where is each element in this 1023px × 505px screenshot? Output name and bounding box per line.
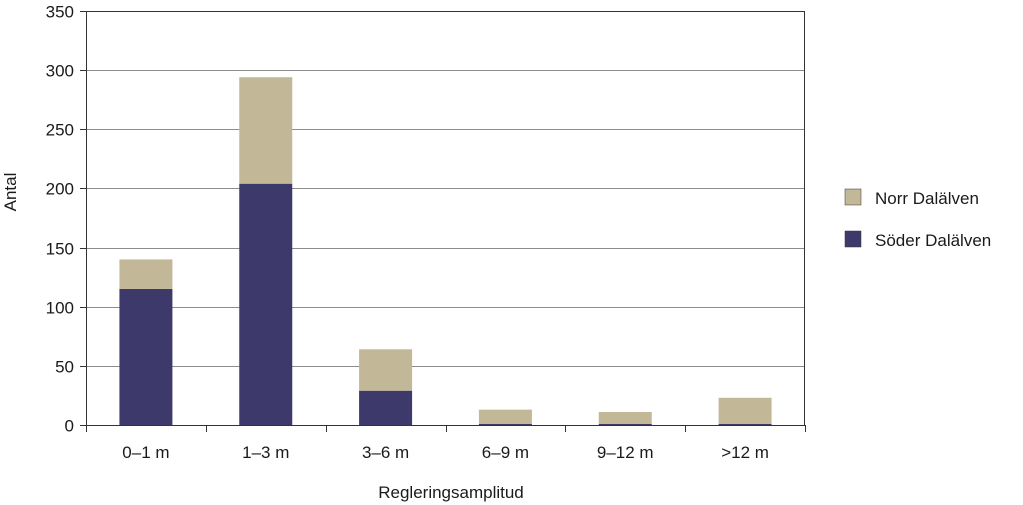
bar-norr-dal-lven [119,259,173,289]
x-tick-label: 1–3 m [242,443,289,462]
y-tick-label: 250 [46,121,74,140]
x-tick-label: 0–1 m [122,443,169,462]
bar-norr-dal-lven [718,397,772,424]
bar-norr-dal-lven [239,77,293,184]
bars [119,77,772,425]
bar-s-der-dal-lven [359,390,413,425]
x-tick-label: >12 m [721,443,769,462]
legend-swatch [844,188,862,206]
y-tick-label: 150 [46,240,74,259]
legend-swatch [844,230,862,248]
bar-s-der-dal-lven [239,183,293,425]
bar-norr-dal-lven [478,409,532,424]
bar-s-der-dal-lven [598,423,652,425]
bar-s-der-dal-lven [119,288,173,425]
bar-norr-dal-lven [598,411,652,424]
y-axis-title: Antal [1,173,20,212]
gridlines [86,11,805,367]
y-tick-labels: 0 50 100 150 200 250 300 350 [46,3,74,436]
y-tick-label: 350 [46,3,74,22]
axes [80,11,806,432]
legend-label: Söder Dalälven [875,231,991,250]
x-tick-label: 9–12 m [597,443,654,462]
y-tick-label: 200 [46,180,74,199]
y-tick-label: 100 [46,299,74,318]
x-tick-label: 6–9 m [482,443,529,462]
y-tick-label: 0 [65,417,74,436]
bar-s-der-dal-lven [478,423,532,425]
y-tick-label: 50 [55,358,74,377]
bar-norr-dal-lven [359,349,413,391]
bar-s-der-dal-lven [718,423,772,425]
x-tick-label: 3–6 m [362,443,409,462]
y-tick-label: 300 [46,62,74,81]
legend: Norr Dalälven Söder Dalälven [844,188,991,250]
x-axis-title: Regleringsamplitud [378,483,524,502]
legend-label: Norr Dalälven [875,189,979,208]
x-tick-labels: 0–1 m 1–3 m 3–6 m 6–9 m 9–12 m >12 m [122,443,769,462]
